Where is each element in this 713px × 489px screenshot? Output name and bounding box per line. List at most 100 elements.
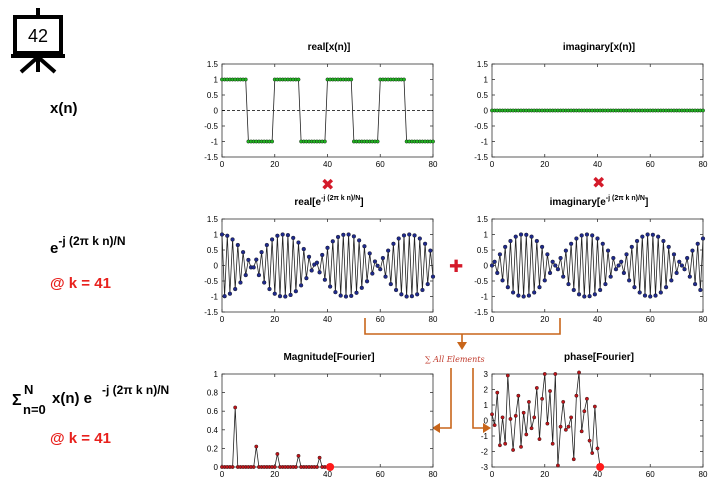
data-point xyxy=(230,465,235,469)
sigma-symbol: Σ xyxy=(12,392,22,409)
data-point xyxy=(243,273,248,278)
data-point xyxy=(291,235,296,241)
x-tick-label: 0 xyxy=(490,160,495,169)
data-point xyxy=(425,282,430,287)
data-point xyxy=(317,270,322,275)
data-point xyxy=(401,233,407,238)
x-tick-label: 80 xyxy=(429,470,438,479)
sum-lower-limit: n=0 xyxy=(23,402,46,417)
x-tick-label: 60 xyxy=(376,470,385,479)
data-point xyxy=(553,372,558,376)
data-point xyxy=(378,267,383,272)
data-point xyxy=(642,293,648,298)
y-tick-label: 0.5 xyxy=(207,91,219,100)
y-tick-label: -1.5 xyxy=(474,153,488,162)
data-point xyxy=(556,463,560,468)
data-point xyxy=(396,236,401,241)
data-point xyxy=(272,291,277,296)
data-point xyxy=(600,241,605,246)
current-k-marker xyxy=(596,463,605,471)
title-imag-kernel-base: imaginary[e xyxy=(550,197,607,208)
data-point xyxy=(251,465,256,469)
data-point xyxy=(404,294,409,299)
data-point xyxy=(354,290,359,295)
kernel-base: e xyxy=(50,240,59,257)
y-tick-label: 1.5 xyxy=(477,215,489,224)
data-point xyxy=(280,232,285,237)
data-point xyxy=(383,274,388,279)
y-tick-label: -1 xyxy=(211,138,219,147)
x-tick-label: 20 xyxy=(270,470,279,479)
data-point xyxy=(270,139,275,144)
data-point xyxy=(296,77,301,82)
arrow-down-icon xyxy=(457,342,467,350)
y-tick-label: 0.2 xyxy=(207,444,219,453)
slide-number: 42 xyxy=(28,26,48,46)
data-point xyxy=(505,373,510,378)
title-real-kernel-sup: -j (2π k n)/N xyxy=(321,195,360,202)
title-real-kernel-end: ] xyxy=(360,197,363,208)
data-point xyxy=(267,286,272,292)
data-point xyxy=(254,444,259,449)
y-tick-label: -0.5 xyxy=(474,122,488,131)
data-point xyxy=(492,423,497,428)
x-tick-label: 80 xyxy=(429,315,438,324)
data-point xyxy=(595,446,600,451)
data-point xyxy=(510,290,516,295)
data-point xyxy=(420,287,425,293)
data-point xyxy=(314,260,320,265)
data-point xyxy=(666,244,671,249)
x-tick-label: 0 xyxy=(220,470,225,479)
data-point xyxy=(259,250,264,255)
data-point xyxy=(251,265,256,270)
arrow-right-icon xyxy=(483,423,491,433)
y-tick-label: -1 xyxy=(481,138,489,147)
y-tick-label: 0 xyxy=(214,463,219,472)
data-point xyxy=(417,236,422,241)
data-point xyxy=(595,236,600,241)
data-point xyxy=(698,287,703,293)
plus-icon: ✚ xyxy=(449,257,464,276)
plot-real_kernel: 0 20 40 60 80 -1.5 -1 -0.5 0 0.5 1 1.5 xyxy=(204,215,438,324)
y-tick-label: -1 xyxy=(211,293,219,302)
plot-phase: 0 20 40 60 80 -3 -2 -1 0 1 2 3 xyxy=(481,370,708,479)
data-point xyxy=(343,294,349,299)
data-point xyxy=(230,237,235,242)
data-point xyxy=(682,267,687,272)
x-tick-label: 60 xyxy=(376,160,385,169)
data-point xyxy=(561,274,566,279)
x-tick-label: 0 xyxy=(220,315,225,324)
data-point xyxy=(582,409,587,414)
data-point xyxy=(637,290,642,295)
y-tick-label: 1.5 xyxy=(477,60,489,69)
data-point xyxy=(254,257,259,262)
data-point xyxy=(349,293,354,298)
y-tick-label: 0 xyxy=(484,262,489,271)
y-tick-label: -3 xyxy=(481,463,489,472)
data-point xyxy=(653,293,658,298)
data-point xyxy=(275,452,280,456)
presentation-board-icon: 42 xyxy=(11,8,65,74)
data-point xyxy=(585,396,589,401)
title-real-kernel-base: real[e xyxy=(294,197,321,208)
data-point xyxy=(508,238,513,244)
x-tick-label: 40 xyxy=(323,470,332,479)
data-point xyxy=(534,386,539,390)
x-tick-label: 60 xyxy=(646,470,655,479)
data-point xyxy=(285,233,291,238)
data-point xyxy=(288,292,293,298)
data-point xyxy=(571,287,576,293)
data-point xyxy=(322,277,327,282)
data-point xyxy=(351,234,356,239)
row-label-signal: x(n) xyxy=(50,100,78,117)
y-tick-label: -0.5 xyxy=(204,277,218,286)
y-tick-label: 1 xyxy=(484,231,489,240)
y-tick-label: -1.5 xyxy=(474,308,488,317)
data-point xyxy=(550,259,555,264)
data-point xyxy=(524,432,529,437)
data-point xyxy=(534,238,539,244)
data-point xyxy=(640,234,645,239)
data-point xyxy=(650,232,655,237)
axes-box xyxy=(491,373,704,468)
